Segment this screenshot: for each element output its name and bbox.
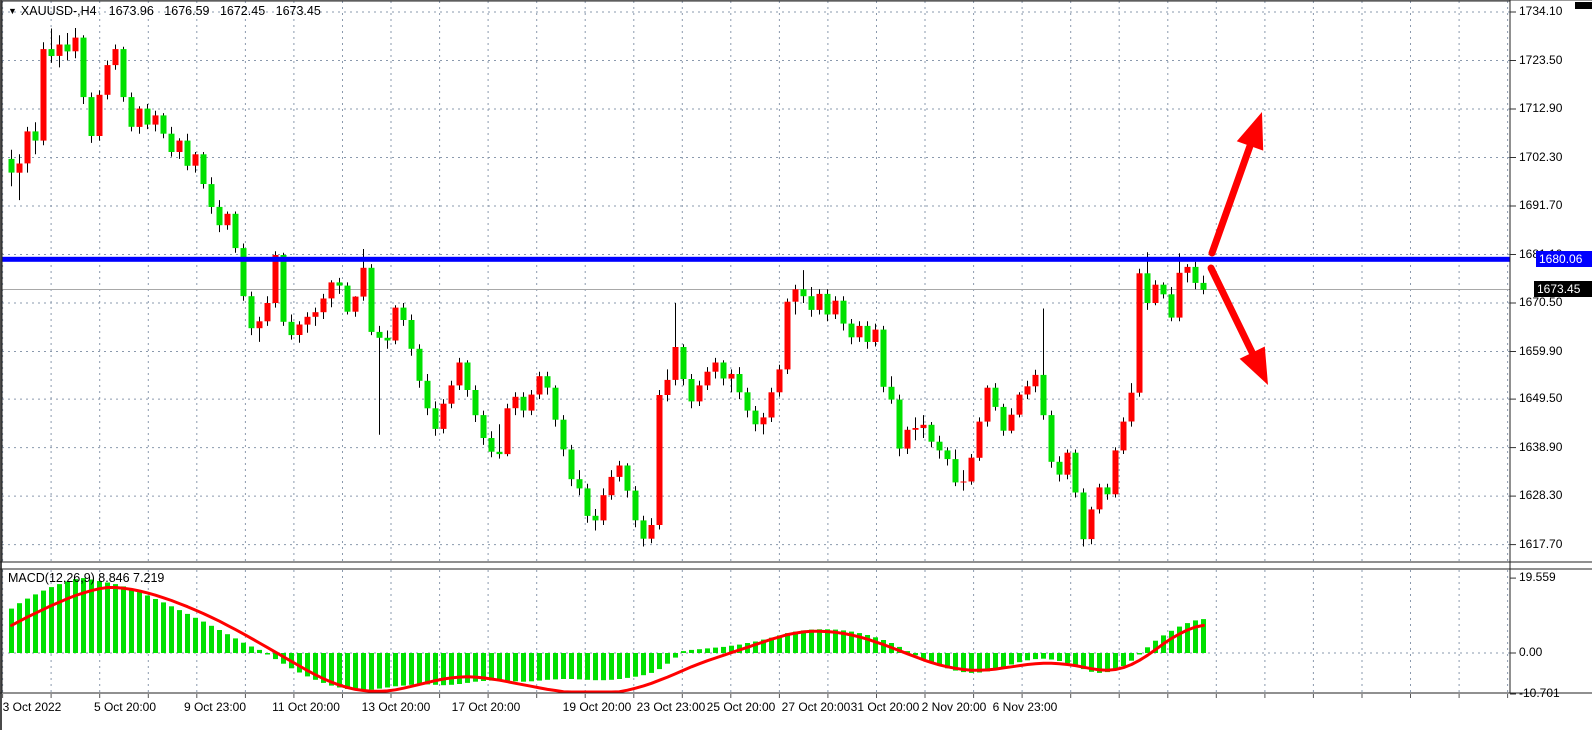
price-axis-label: 1649.50: [1519, 391, 1563, 405]
price-axis-label: 1734.10: [1519, 4, 1563, 18]
time-axis-label: 6 Nov 23:00: [992, 700, 1058, 714]
time-axis-label: 3 Oct 2022: [2, 700, 62, 714]
trend-arrows[interactable]: [1207, 112, 1268, 385]
ohlc-quote-label: 1673.96 1676.59 1672.45 1673.45: [108, 4, 321, 18]
price-axis-label: 1628.30: [1519, 488, 1563, 502]
macd-signal-line: [10, 586, 1205, 694]
bid-price-tag: 1673.45: [1534, 281, 1592, 297]
price-axis-label: 1691.70: [1519, 198, 1563, 212]
window-left-edge: [0, 0, 2, 730]
price-axis-label: 1617.70: [1519, 537, 1563, 551]
price-axis-label: 1659.90: [1519, 344, 1563, 358]
horizontal-line-object[interactable]: [2, 256, 1510, 262]
candlestick-series: [8, 28, 1207, 547]
symbol-period-label: XAUUSD-,H4: [20, 4, 97, 18]
time-axis-label: 5 Oct 20:00: [93, 700, 157, 714]
time-axis-label: 23 Oct 23:00: [636, 700, 706, 714]
scroll-indicator[interactable]: [1575, 2, 1592, 9]
time-axis-label: 11 Oct 20:00: [272, 700, 340, 714]
time-axis-label: 2 Nov 20:00: [921, 700, 987, 714]
symbol-dropdown-icon[interactable]: ▼: [8, 6, 17, 16]
time-axis-label: 17 Oct 20:00: [451, 700, 521, 714]
macd-histogram: [9, 578, 1206, 691]
price-axis-label: 1723.50: [1519, 53, 1563, 67]
time-axis-label: 9 Oct 23:00: [183, 700, 247, 714]
time-axis-label: 31 Oct 20:00: [850, 700, 920, 714]
time-axis-label: 13 Oct 20:00: [361, 700, 431, 714]
price-axis-label: 1712.90: [1519, 101, 1563, 115]
hline-price-tag: 1680.06: [1536, 251, 1592, 267]
macd-indicator-label: MACD(12,26,9) 8.846 7.219: [8, 571, 165, 585]
macd-axis-label: 19.559: [1519, 570, 1556, 584]
price-axis-label: 1702.30: [1519, 150, 1563, 164]
time-axis-label: 19 Oct 20:00: [562, 700, 632, 714]
time-axis-label: 25 Oct 20:00: [706, 700, 776, 714]
price-axis-label: 1670.50: [1519, 295, 1563, 309]
price-axis-label: 1638.90: [1519, 440, 1563, 454]
macd-axis-label: 0.00: [1519, 645, 1543, 659]
time-axis-label: 27 Oct 20:00: [781, 700, 851, 714]
macd-axis-label: -10.701: [1519, 686, 1560, 700]
chart-title: ▼ XAUUSD-,H4 1673.96 1676.59 1672.45 1673.…: [8, 4, 321, 18]
